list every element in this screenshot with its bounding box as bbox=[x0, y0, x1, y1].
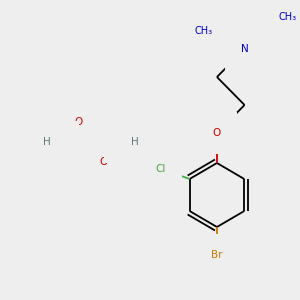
Text: O: O bbox=[213, 128, 221, 138]
Text: O: O bbox=[75, 117, 83, 127]
Text: N: N bbox=[241, 44, 248, 54]
Text: O: O bbox=[55, 137, 63, 147]
Text: H: H bbox=[131, 137, 139, 147]
Text: CH₃: CH₃ bbox=[278, 12, 296, 22]
Text: O: O bbox=[119, 137, 128, 147]
Text: Br: Br bbox=[211, 250, 223, 260]
Text: O: O bbox=[99, 157, 108, 167]
Text: H: H bbox=[44, 137, 51, 147]
Text: Cl: Cl bbox=[156, 164, 166, 174]
Text: CH₃: CH₃ bbox=[195, 26, 213, 36]
